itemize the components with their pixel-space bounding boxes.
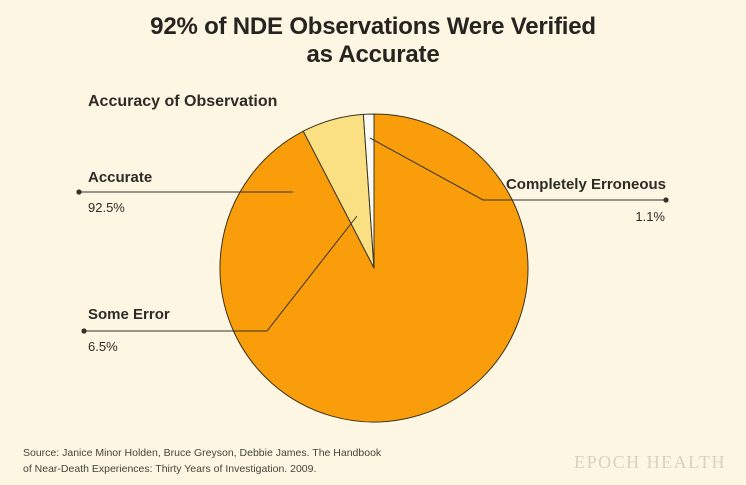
pie-slices	[219, 113, 529, 423]
leader-lines	[79, 137, 666, 332]
source-note-line2: of Near-Death Experiences: Thirty Years …	[23, 462, 317, 475]
leader-line-completely-erroneous	[369, 137, 666, 201]
value-completely-erroneous: 1.1%	[635, 209, 665, 224]
source-note: Source: Janice Minor Holden, Bruce Greys…	[23, 446, 381, 478]
label-accurate: Accurate	[88, 169, 153, 186]
leader-dot-completely-erroneous	[663, 197, 669, 203]
value-accurate: 92.5%	[88, 200, 125, 215]
brand-logo: EPOCH HEALTH	[574, 452, 726, 472]
chart-title-line2: as Accurate	[306, 41, 440, 69]
leader-line-some-error	[84, 215, 358, 332]
pie-slice-completely-erroneous	[362, 113, 375, 269]
label-some-error: Some Error	[88, 306, 170, 323]
chart-title-line1: 92% of NDE Observations Were Verified	[150, 13, 596, 40]
leader-dots	[76, 189, 669, 334]
leader-dot-some-error	[81, 328, 87, 334]
leader-dot-accurate	[76, 189, 82, 195]
source-note-line1: Source: Janice Minor Holden, Bruce Greys…	[23, 447, 382, 459]
chart-subtitle: Accuracy of Observation	[88, 93, 278, 110]
chart-title: 92% of NDE Observations Were Verified as…	[0, 13, 746, 70]
label-completely-erroneous: Completely Erroneous	[505, 176, 666, 193]
value-some-error: 6.5%	[88, 339, 118, 354]
